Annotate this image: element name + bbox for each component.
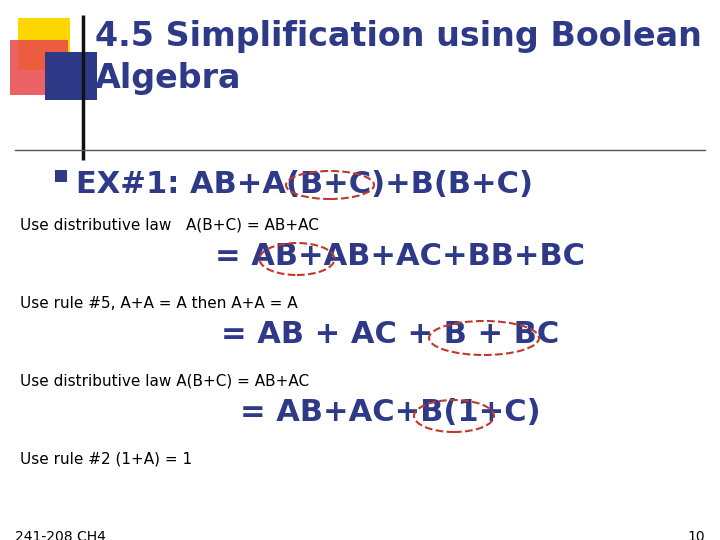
Bar [55,170,67,182]
Text: 10: 10 [688,530,705,540]
Bar [18,18,70,70]
Text: Use rule #2 (1+A) = 1: Use rule #2 (1+A) = 1 [20,452,192,467]
Text: Use rule #5, A+A = A then A+A = A: Use rule #5, A+A = A then A+A = A [20,296,297,311]
Bar [45,52,97,100]
Text: 241-208 CH4: 241-208 CH4 [15,530,106,540]
Text: 4.5 Simplification using Boolean: 4.5 Simplification using Boolean [95,20,702,53]
Bar [10,40,68,95]
Text: = AB+AC+B(1+C): = AB+AC+B(1+C) [240,398,540,427]
Text: Use distributive law A(B+C) = AB+AC: Use distributive law A(B+C) = AB+AC [20,374,309,389]
Text: Use distributive law   A(B+C) = AB+AC: Use distributive law A(B+C) = AB+AC [20,218,319,233]
Text: = AB + AC + B + BC: = AB + AC + B + BC [221,320,559,349]
Text: = AB+AB+AC+BB+BC: = AB+AB+AC+BB+BC [215,242,585,271]
Text: Algebra: Algebra [95,62,241,95]
Text: EX#1: AB+A(B+C)+B(B+C): EX#1: AB+A(B+C)+B(B+C) [76,170,533,199]
